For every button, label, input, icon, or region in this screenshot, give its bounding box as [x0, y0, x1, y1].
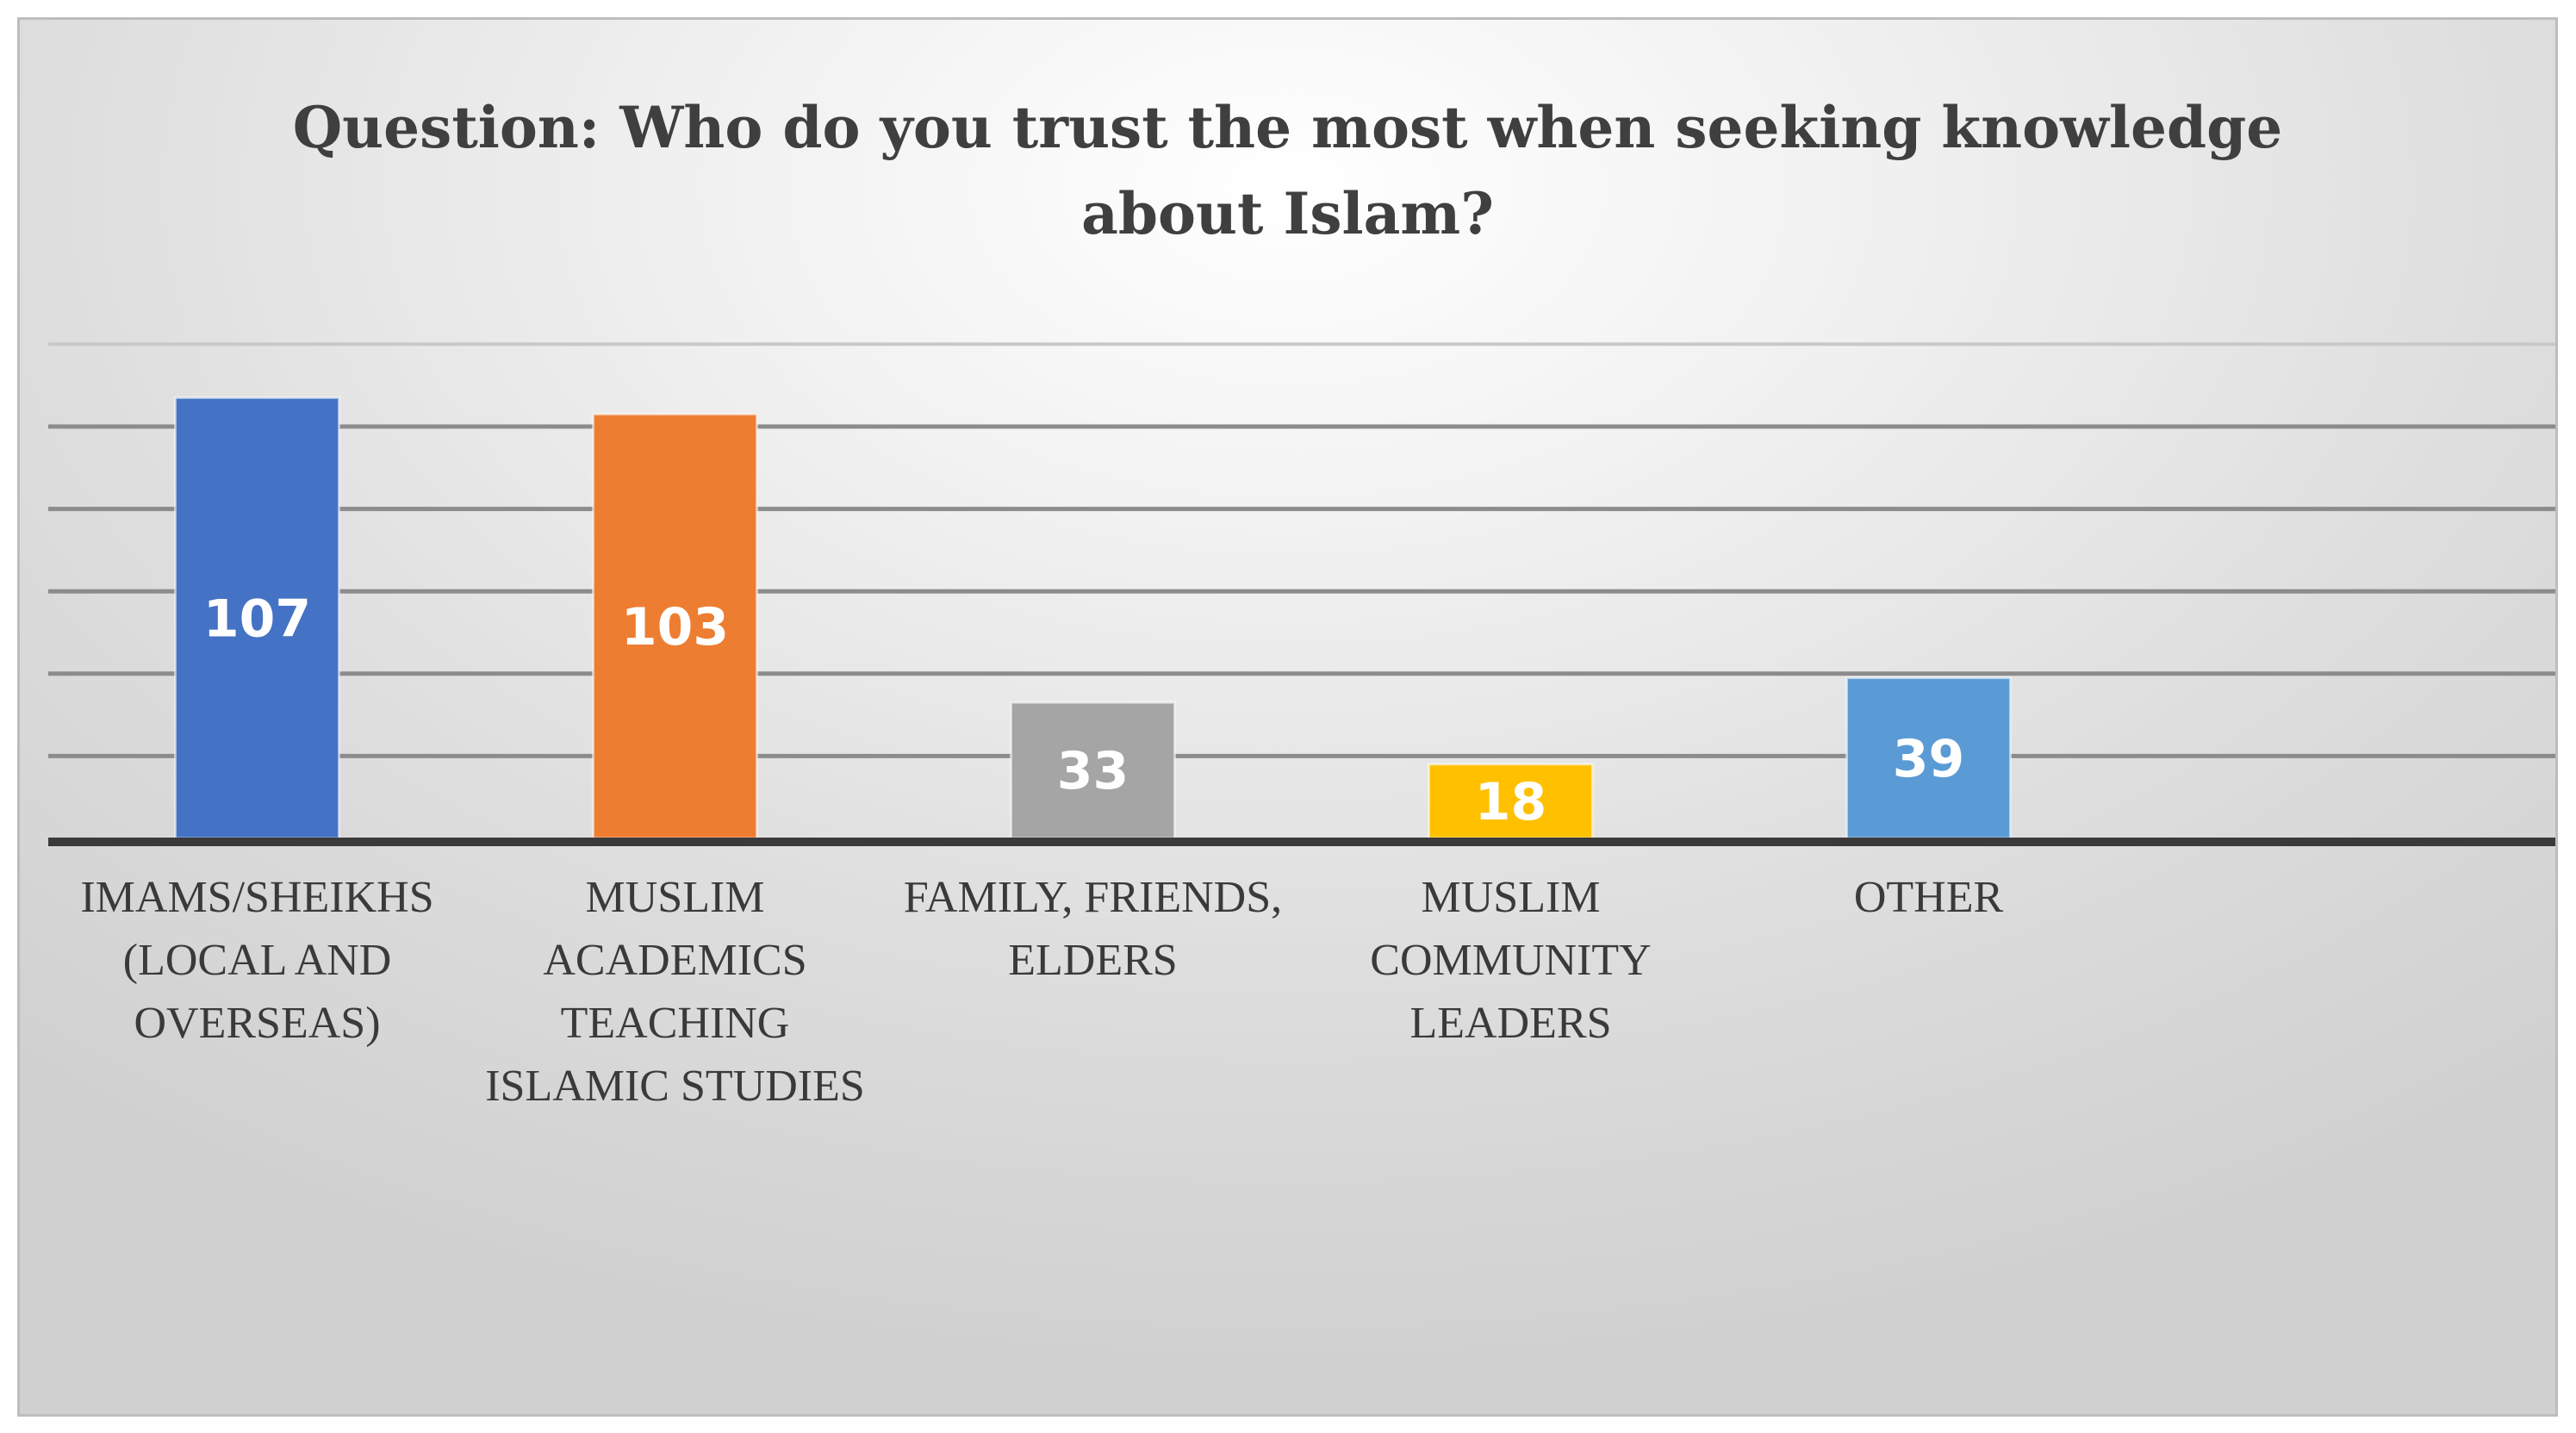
bar [1428, 763, 1594, 840]
category-label-line: MUSLIM [1421, 873, 1600, 922]
category-label-line: (LOCAL AND [123, 936, 392, 985]
category-label-line: OTHER [1854, 873, 2004, 922]
data-label: 39 [1893, 729, 1965, 789]
data-label: 33 [1057, 741, 1129, 801]
bar [1010, 701, 1176, 840]
category-label: IMAMS/SHEIKHS (LOCAL AND OVERSEAS) [80, 873, 433, 1048]
data-label: 107 [203, 589, 311, 649]
bar [592, 413, 758, 840]
category-label: FAMILY, FRIENDS, ELDERS [904, 873, 1282, 985]
category-label-line: ACADEMICS [543, 936, 806, 985]
category-label-line: IMAMS/SHEIKHS [80, 873, 433, 922]
category-label: MUSLIM COMMUNITY LEADERS [1370, 873, 1651, 1048]
category-label: OTHER [1854, 873, 2004, 922]
data-label: 103 [621, 597, 729, 657]
chart-title: Question: Who do you trust the most when… [20, 84, 2555, 257]
chart-frame: Question: Who do you trust the most when… [17, 17, 2558, 1417]
category-label-line: ISLAMIC STUDIES [485, 1062, 865, 1111]
category-label-line: ELDERS [1008, 936, 1177, 985]
category-label-line: LEADERS [1410, 999, 1612, 1048]
data-label: 18 [1475, 772, 1547, 832]
chart-title-line-2: about Islam? [1081, 180, 1494, 247]
category-label-line: OVERSEAS) [134, 999, 380, 1048]
chart-title-line-1: Question: Who do you trust the most when… [292, 94, 2283, 161]
category-label: MUSLIM ACADEMICS TEACHING ISLAMIC STUDIES [485, 873, 865, 1111]
bar-chart: 107 IMAMS/SHEIKHS (LOCAL AND OVERSEAS) 103 MU… [48, 342, 2555, 1111]
category-label-line: MUSLIM [585, 873, 764, 922]
category-label-line: COMMUNITY [1370, 936, 1651, 985]
category-label-line: FAMILY, FRIENDS, [904, 873, 1282, 922]
category-label-line: TEACHING [561, 999, 790, 1048]
bar [174, 396, 340, 840]
